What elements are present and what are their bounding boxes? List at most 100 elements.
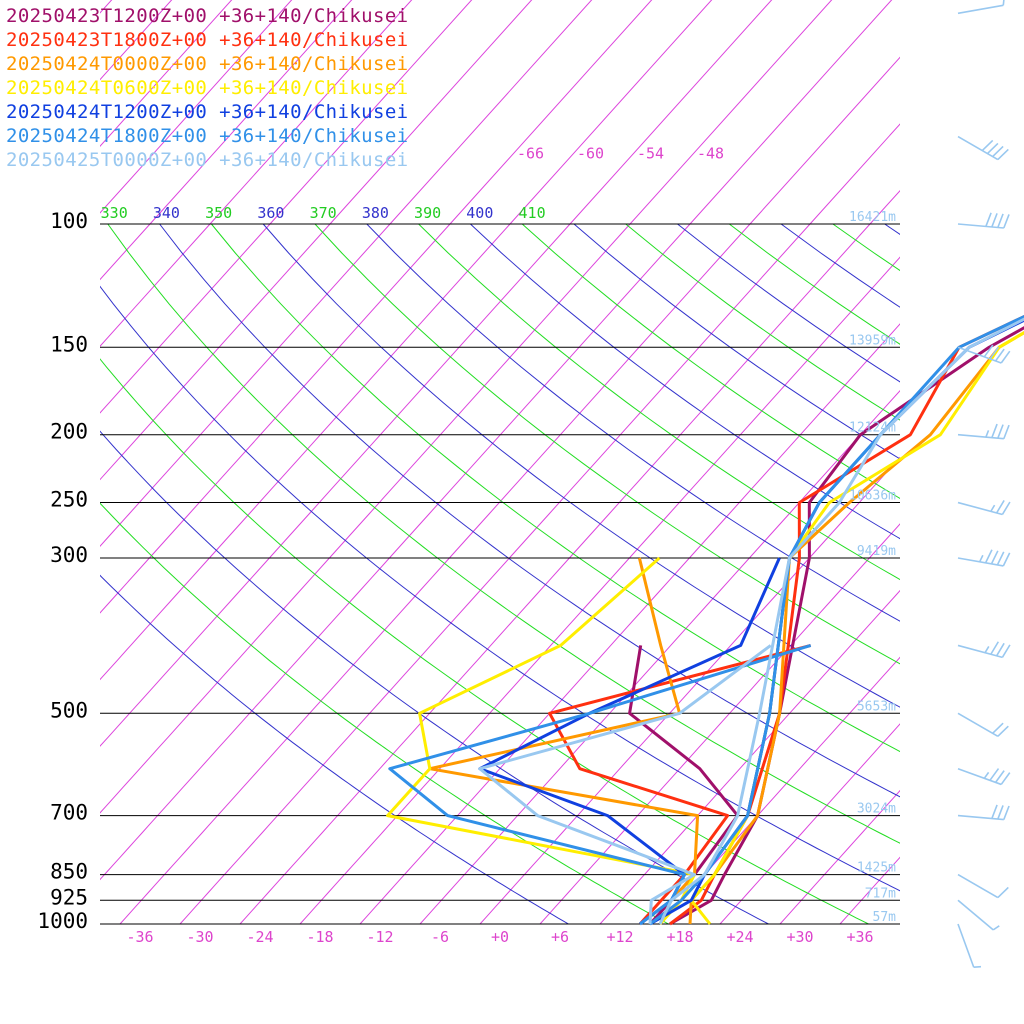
isotherm-line	[839, 856, 900, 924]
temperature-tick-label: -36	[126, 928, 153, 946]
dry-adiabat-line	[677, 223, 900, 383]
wind-barb-shaft	[957, 557, 1004, 567]
wind-barb-flag	[996, 551, 1005, 566]
legend-entry: 20250424T0600Z+00 +36+140/Chikusei	[6, 77, 409, 99]
diagram-grid	[100, 0, 900, 925]
height-label: 12124m	[849, 421, 896, 436]
temperature-profile-line	[689, 331, 1024, 925]
wind-barb-flag	[985, 212, 992, 227]
temperature-tick-label: +6	[551, 928, 569, 946]
wind-barb-flag	[990, 641, 1000, 655]
wind-barb-flag	[991, 213, 998, 228]
wind-barb	[957, 212, 1010, 229]
pressure-tick-label: 925	[50, 885, 88, 909]
wind-barb	[957, 767, 1011, 786]
temperature-tick-label: +18	[666, 928, 693, 946]
wind-barb-shaft	[957, 346, 1002, 364]
height-label: 9419m	[857, 544, 896, 559]
height-label: 5653m	[857, 699, 896, 714]
wind-barb-shaft	[957, 767, 1002, 786]
wind-barb	[957, 500, 1011, 516]
wind-barb-flag	[1001, 501, 1011, 515]
pressure-tick-label: 850	[50, 860, 88, 884]
wind-barb-flag	[994, 770, 1005, 783]
wind-barb	[957, 549, 1011, 567]
wind-barb-flag	[997, 424, 1004, 439]
dewpoint-profile-line	[548, 643, 812, 926]
wind-barb-flag	[994, 348, 1005, 362]
pressure-tick-label: 250	[50, 488, 88, 512]
wind-barb-flag	[1000, 350, 1011, 364]
theta-label: 380	[362, 204, 389, 222]
legend-entry: 20250425T0000Z+00 +36+140/Chikusei	[6, 149, 409, 171]
wind-barb	[957, 641, 1011, 659]
isotherm-line	[599, 589, 900, 924]
temperature-tick-label: -12	[366, 928, 393, 946]
temperature-tick-label: -24	[246, 928, 273, 946]
dewpoint-profile-line	[478, 644, 772, 925]
wind-barb-half-flag	[983, 771, 990, 779]
wind-barb-shaft	[957, 923, 975, 968]
upper-temperature-label: -66	[517, 144, 544, 162]
wind-barb-flag	[1002, 552, 1011, 567]
wind-barb-flag	[989, 346, 1000, 360]
wind-barb-half-flag	[1002, 0, 1005, 6]
theta-label: 410	[519, 204, 546, 222]
temperature-tick-label: +12	[606, 928, 633, 946]
isotherm-line	[719, 723, 900, 924]
wind-barb-flag	[997, 148, 1009, 161]
theta-label: 400	[466, 204, 493, 222]
chart-legend: 20250423T1200Z+00 +36+140/Chikusei 20250…	[6, 4, 409, 172]
height-label: 1425m	[857, 861, 896, 876]
wind-barb-half-flag	[978, 554, 984, 563]
wind-barb-half-flag	[990, 504, 996, 512]
wind-barb-flag	[997, 213, 1004, 228]
legend-entry: 20250424T0000Z+00 +36+140/Chikusei	[6, 53, 409, 75]
temperature-tick-label: -6	[431, 928, 449, 946]
wind-barb-shaft	[957, 899, 994, 931]
wind-barb-flag	[986, 142, 999, 155]
wind-barb-shaft	[957, 644, 1003, 659]
theta-label: 360	[257, 204, 284, 222]
wind-barb-flag	[1003, 214, 1010, 229]
wind-barb-shaft	[957, 501, 1003, 516]
dry-adiabat-line	[100, 285, 900, 892]
height-label: 16421m	[849, 210, 896, 225]
temperature-profile-line	[658, 317, 1024, 925]
wind-barb-flag	[991, 804, 998, 819]
wind-barb-shaft	[957, 135, 999, 161]
pressure-tick-label: 500	[50, 698, 88, 722]
wind-barb-flag	[997, 886, 1009, 899]
wind-barb-half-flag	[992, 925, 1000, 931]
wind-barb	[957, 899, 1000, 931]
isotherm-line	[479, 456, 900, 924]
height-label: 717m	[865, 886, 896, 901]
theta-label: 370	[310, 204, 337, 222]
dry-adiabat-line	[625, 223, 900, 421]
wind-barb-shaft	[957, 814, 1004, 821]
wind-barb-half-flag	[985, 430, 990, 438]
wind-barb	[957, 423, 1010, 440]
pressure-tick-label: 1000	[37, 909, 88, 933]
wind-barb-shaft	[957, 712, 999, 737]
isotherm-line	[359, 323, 900, 924]
pressure-tick-label: 200	[50, 420, 88, 444]
temperature-tick-label: +36	[846, 928, 873, 946]
sounding-series	[386, 314, 1024, 926]
upper-temperature-label: -60	[577, 144, 604, 162]
dry-adiabat-line	[211, 223, 900, 753]
wind-barb	[957, 344, 1011, 364]
wind-barb	[957, 804, 1010, 821]
wind-barb-flag	[995, 642, 1005, 657]
temperature-tick-label: +24	[726, 928, 753, 946]
wind-barb-flag	[995, 500, 1005, 514]
wind-barb-flag	[992, 722, 1004, 734]
wind-barb-shaft	[957, 223, 1004, 229]
wind-barb-flag	[1000, 772, 1011, 785]
wind-barb	[957, 712, 1009, 737]
wind-barb-half-flag	[973, 965, 982, 969]
wind-barb-shaft	[957, 4, 1004, 15]
pressure-tick-label: 150	[50, 332, 88, 356]
dry-adiabat-line	[314, 223, 900, 665]
